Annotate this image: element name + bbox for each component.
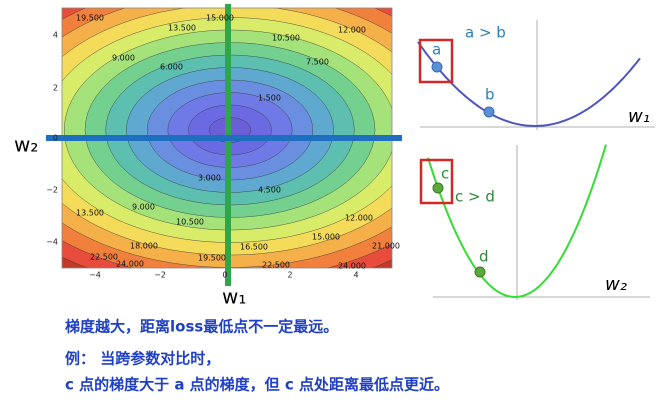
contour-label: 10.500 [272, 34, 300, 43]
contour-label: 13.500 [168, 24, 196, 33]
note: 梯度越大，距离loss最低点不一定最远。 [65, 318, 338, 336]
highlight-box [418, 38, 454, 84]
label-d: d [479, 248, 489, 266]
y-tick-label: 4 [53, 31, 58, 40]
top-plot: a b a > b w₁ [417, 20, 655, 130]
contour-label: 12.000 [338, 26, 366, 35]
relation: c > d [455, 188, 495, 206]
contour-label: 9.000 [112, 54, 135, 63]
bottom-plot: c d c > d w₂ [419, 144, 650, 300]
label-b: b [485, 86, 495, 104]
contour-label: 7.500 [306, 58, 329, 67]
y-tick-label: −2 [46, 186, 58, 195]
contour-label: 22.500 [90, 253, 118, 262]
contour-label: 19.500 [198, 254, 226, 263]
contour-label: 21.000 [372, 242, 400, 251]
note: 例： 当跨参数对比时， [65, 350, 220, 368]
contour-label: 12.000 [345, 214, 373, 223]
w2-label: w₂ [14, 133, 38, 157]
contour-label: 22.500 [262, 261, 290, 270]
contour-label: 6.000 [160, 63, 183, 72]
contour-label: 16.500 [240, 243, 268, 252]
highlight-box [419, 158, 454, 205]
axis-label: w₂ [605, 274, 627, 295]
contour-label: 24.000 [116, 260, 144, 269]
w1-label: w₁ [222, 285, 246, 309]
point-d [474, 266, 486, 278]
contour-label: 9.000 [132, 203, 155, 212]
contour-label: 1.500 [258, 94, 281, 103]
label-c: c [441, 165, 449, 183]
contour-label: 3.000 [198, 174, 221, 183]
contour-label: 15.000 [312, 233, 340, 242]
point-a [431, 61, 443, 73]
curve [427, 144, 607, 298]
y-tick-label: 0 [53, 134, 58, 143]
point-c [432, 182, 444, 194]
point-b [483, 106, 495, 118]
contour-label: 10.500 [176, 218, 204, 227]
x-tick-label: −4 [89, 271, 101, 280]
contour-label: 19.500 [76, 14, 104, 23]
curve [417, 41, 641, 127]
contour-label: 15.000 [206, 14, 234, 23]
contour-label: 13.500 [76, 209, 104, 218]
axis-label: w₁ [628, 106, 650, 127]
contour-label: 4.500 [258, 186, 281, 195]
relation: a > b [465, 24, 506, 42]
x-tick-label: 2 [287, 271, 292, 280]
label-a: a [432, 41, 441, 59]
contour-fill [62, 8, 392, 268]
x-tick-label: 4 [353, 271, 358, 280]
contour-label: 24.000 [338, 262, 366, 271]
x-tick-label: 0 [222, 271, 227, 280]
contour-label: 18.000 [130, 242, 158, 251]
x-tick-label: −2 [154, 271, 166, 280]
y-tick-label: 2 [53, 84, 58, 93]
note: c 点的梯度大于 a 点的梯度，但 c 点处距离最低点更近。 [65, 376, 449, 394]
y-tick-label: −4 [46, 238, 58, 247]
